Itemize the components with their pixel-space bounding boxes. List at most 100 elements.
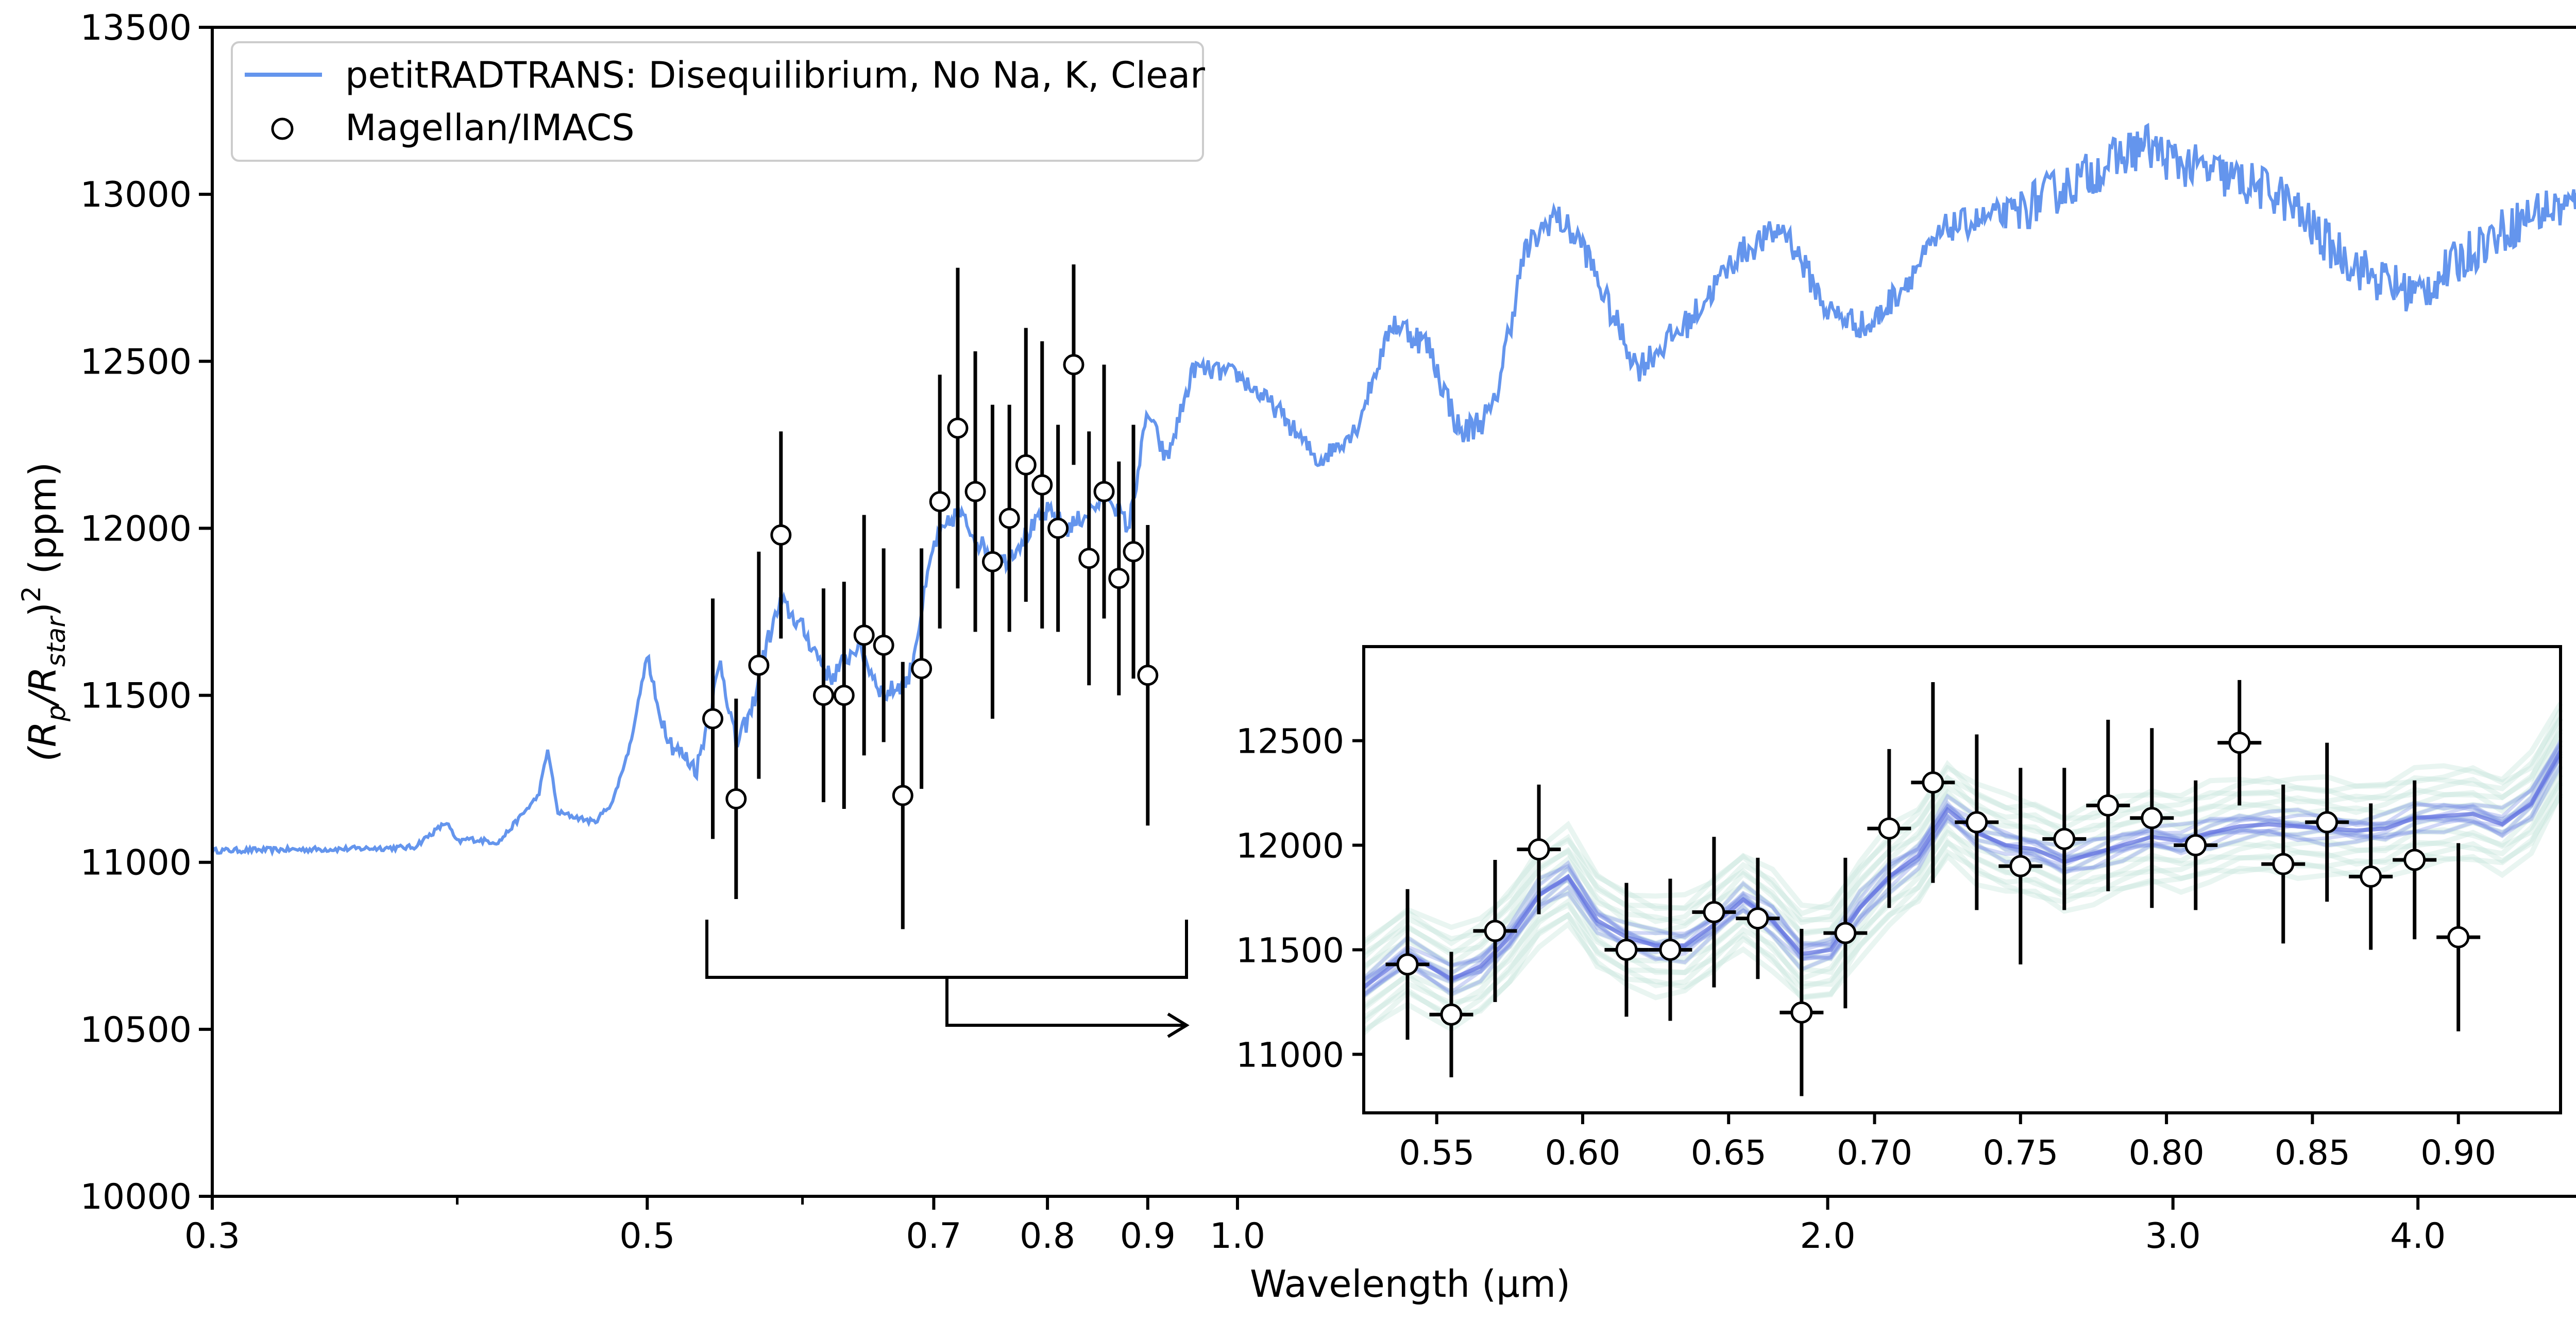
inset-data-point	[1922, 771, 1944, 794]
main-tick-labels: 10000 10500 11000 11500 12000 12500 13000 13500…	[80, 8, 2446, 1257]
inset-data-point	[1528, 838, 1550, 861]
data-point	[929, 491, 951, 513]
y-axis-label: (Rp/Rstar)2 (ppm)	[16, 462, 71, 762]
data-point	[998, 507, 1020, 529]
inset-y-tick-label: 11000	[1236, 1035, 1344, 1075]
inset-y-tick-label: 11500	[1236, 930, 1344, 970]
data-point	[947, 417, 969, 439]
inset-data-point	[2316, 811, 2338, 834]
data-point	[873, 634, 894, 656]
data-point	[748, 654, 770, 676]
legend-label-model: petitRADTRANS: Disequilibrium, No Na, K,…	[345, 54, 1205, 96]
data-point	[702, 708, 723, 730]
inset-data-point	[2009, 855, 2032, 877]
inset-data-point	[1615, 938, 1638, 961]
data-point	[1015, 454, 1037, 476]
inset-data-point	[1484, 920, 1506, 942]
data-point	[1047, 517, 1069, 539]
inset-y-tick-label: 12500	[1236, 722, 1344, 761]
inset-x-tick-label: 0.80	[2129, 1133, 2205, 1173]
y-tick-label: 10500	[80, 1010, 192, 1051]
inset-x-tick-label: 0.65	[1691, 1133, 1767, 1173]
imacs-points	[702, 264, 1159, 929]
y-tick-label: 11000	[80, 843, 192, 884]
data-point	[1108, 568, 1130, 589]
legend-circle-marker	[271, 117, 294, 140]
model-spectrum-line	[211, 123, 2576, 857]
inset-x-tick-label: 0.85	[2275, 1133, 2350, 1173]
x-tick-label: 3.0	[2145, 1216, 2201, 1257]
inset-frame	[1362, 645, 2562, 1114]
data-point	[911, 658, 933, 680]
y-axis-label-part: 2	[16, 586, 46, 602]
inset-x-tick-label: 0.70	[1837, 1133, 1912, 1173]
inset-data-point	[2184, 834, 2207, 857]
y-tick-label: 10000	[80, 1177, 192, 1217]
data-point	[812, 685, 834, 706]
inset-data-point	[1703, 901, 1725, 923]
x-tick-label: 1.0	[1210, 1216, 1265, 1257]
x-tick-label: 2.0	[1800, 1216, 1855, 1257]
data-point	[892, 785, 913, 806]
inset-data-point	[1834, 922, 1857, 944]
data-point	[725, 788, 747, 810]
y-axis-label-part: (ppm)	[21, 462, 64, 586]
data-point	[833, 685, 855, 706]
y-axis-label-part: star	[41, 615, 71, 667]
inset-data-point	[1440, 1003, 1463, 1026]
inset-data-point	[2141, 807, 2163, 829]
inset-data-point	[1790, 1001, 1813, 1024]
main-axes-ticks	[199, 26, 2420, 1210]
data-point	[981, 551, 1003, 572]
y-tick-label: 11500	[80, 676, 192, 717]
inset-data-point	[1747, 907, 1769, 930]
legend-label-imacs: Magellan/IMACS	[345, 107, 635, 149]
y-tick-label: 13000	[80, 175, 192, 215]
data-point	[1063, 354, 1084, 376]
inset-plot: 11000 11500 12000 12500 0.55 0.60 0.65 0.70 0.75…	[1236, 645, 2563, 1173]
x-tick-label: 0.3	[184, 1216, 240, 1257]
inset-y-tick-label: 12000	[1236, 826, 1344, 866]
inset-data-point	[2053, 827, 2076, 850]
legend-box	[231, 41, 1204, 162]
data-point	[1031, 474, 1053, 496]
x-tick-label: 0.8	[1020, 1216, 1075, 1257]
inset-data-point	[1878, 817, 1901, 840]
arrow-head	[1167, 1012, 1190, 1038]
y-axis-label-part: p	[41, 705, 71, 722]
inset-data-point	[2097, 794, 2120, 817]
x-axis-label: Wavelength (µm)	[1250, 1262, 1570, 1306]
y-tick-label: 12000	[80, 509, 192, 549]
inset-data-point	[1659, 938, 1682, 961]
inset-data-point	[2228, 732, 2251, 754]
data-point	[1137, 665, 1159, 686]
inset-data-point	[2447, 926, 2470, 949]
inset-x-tick-label: 0.55	[1399, 1133, 1475, 1173]
inset-data-point	[2403, 849, 2426, 871]
bracket-arrow-line	[945, 977, 1187, 1027]
y-axis-label-part: /R	[21, 667, 64, 708]
inset-data-point	[2360, 865, 2382, 888]
inset-tick-labels: 11000 11500 12000 12500 0.55 0.60 0.65 0.70 0.75…	[1236, 722, 2496, 1173]
data-point	[770, 524, 792, 546]
inset-x-tick-label: 0.60	[1545, 1133, 1620, 1173]
y-tick-label: 13500	[80, 8, 192, 48]
x-tick-label: 0.9	[1120, 1216, 1176, 1257]
main-plot-frame	[211, 26, 2576, 1198]
inset-data-point	[1965, 811, 1988, 834]
bracket-line	[705, 920, 1188, 979]
x-tick-label: 0.5	[619, 1216, 675, 1257]
y-axis-label-part: )	[21, 602, 64, 617]
inset-x-tick-label: 0.75	[1982, 1133, 2058, 1173]
main-plot: 10000 10500 11000 11500 12000 12500 13000 13500…	[80, 8, 2576, 1257]
data-point	[1123, 541, 1144, 563]
data-point	[1093, 481, 1115, 502]
inset-x-tick-label: 0.90	[2420, 1133, 2496, 1173]
data-point	[1078, 548, 1100, 569]
data-point	[853, 624, 875, 646]
inset-data-point	[2272, 853, 2295, 875]
data-point	[964, 481, 986, 502]
y-tick-label: 12500	[80, 342, 192, 382]
y-axis-label-part: (R	[21, 721, 64, 761]
